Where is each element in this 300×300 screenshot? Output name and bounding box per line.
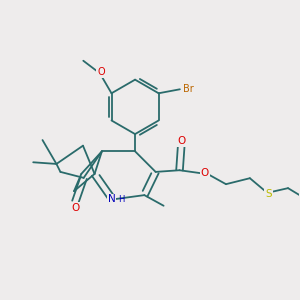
Text: S: S (265, 189, 272, 199)
Text: Br: Br (183, 84, 194, 94)
Text: O: O (201, 168, 209, 178)
Text: O: O (177, 136, 185, 146)
Text: N: N (108, 194, 116, 204)
Text: O: O (97, 68, 105, 77)
Text: H: H (118, 195, 125, 204)
Text: O: O (71, 203, 80, 213)
